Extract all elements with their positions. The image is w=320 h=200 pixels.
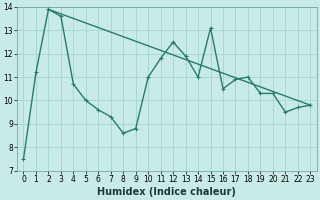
X-axis label: Humidex (Indice chaleur): Humidex (Indice chaleur) — [98, 187, 236, 197]
